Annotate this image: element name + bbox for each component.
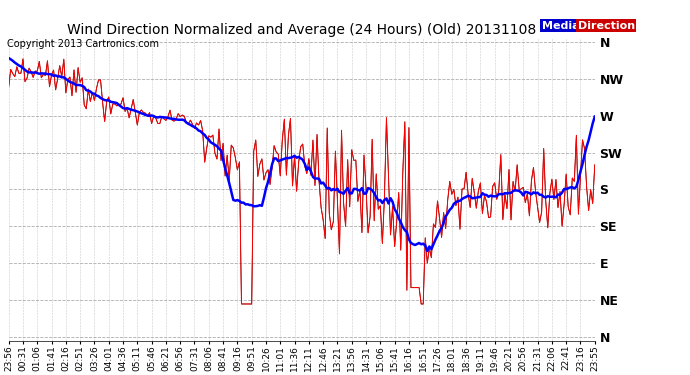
- Text: Copyright 2013 Cartronics.com: Copyright 2013 Cartronics.com: [7, 39, 159, 50]
- Title: Wind Direction Normalized and Average (24 Hours) (Old) 20131108: Wind Direction Normalized and Average (2…: [67, 23, 536, 37]
- Text: Median: Median: [542, 21, 587, 31]
- Text: Direction: Direction: [578, 21, 635, 31]
